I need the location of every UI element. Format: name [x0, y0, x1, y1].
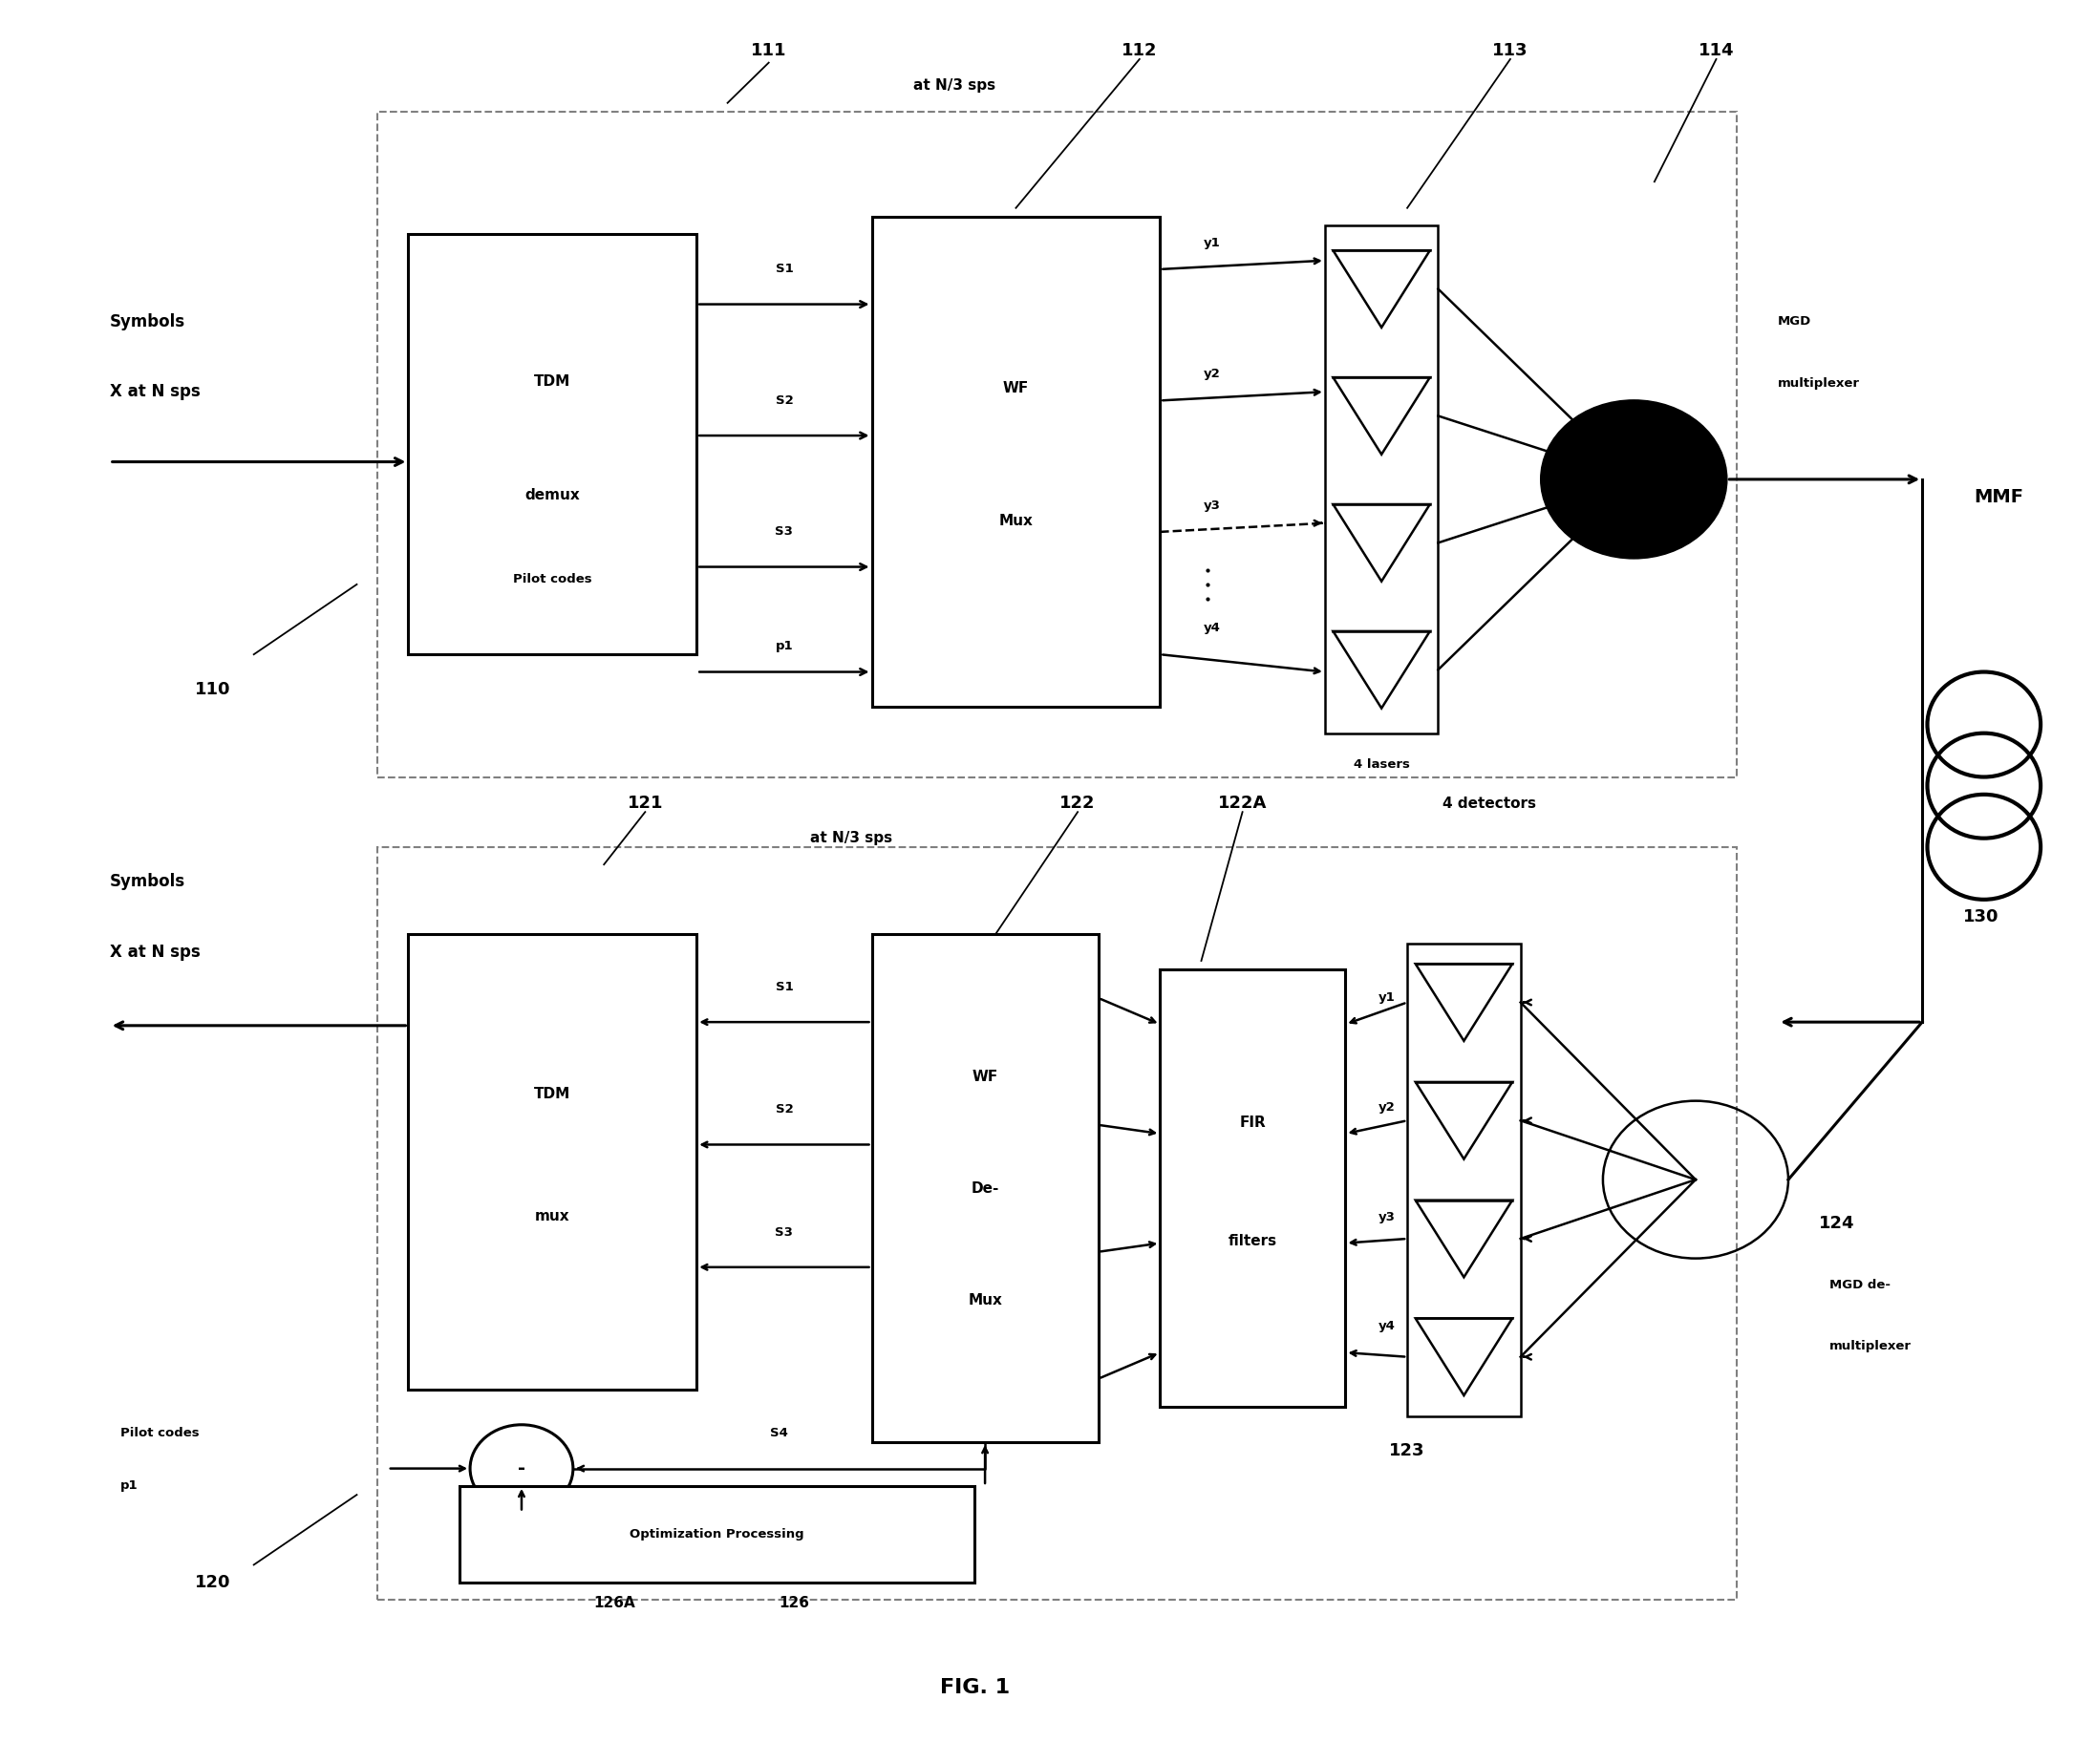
Text: MGD: MGD — [1779, 316, 1812, 328]
Text: Pilot codes: Pilot codes — [120, 1427, 199, 1439]
Circle shape — [1540, 400, 1727, 557]
FancyBboxPatch shape — [873, 217, 1161, 707]
FancyBboxPatch shape — [1325, 226, 1439, 734]
Text: 114: 114 — [1698, 42, 1735, 58]
FancyBboxPatch shape — [460, 1485, 974, 1582]
Text: 122A: 122A — [1219, 794, 1267, 811]
Text: 4 lasers: 4 lasers — [1354, 759, 1410, 771]
Text: y1: y1 — [1379, 991, 1395, 1004]
Text: 130: 130 — [1963, 908, 1998, 926]
Text: filters: filters — [1229, 1233, 1277, 1249]
Text: y1: y1 — [1202, 236, 1221, 249]
Text: S1: S1 — [775, 981, 794, 993]
Text: y2: y2 — [1379, 1101, 1395, 1113]
Text: Mux: Mux — [968, 1293, 1001, 1307]
Text: p1: p1 — [120, 1480, 137, 1492]
Text: X at N sps: X at N sps — [110, 944, 201, 961]
FancyBboxPatch shape — [1408, 944, 1520, 1416]
Text: 122: 122 — [1059, 794, 1097, 811]
Text: TDM: TDM — [535, 374, 570, 388]
Text: 112: 112 — [1121, 42, 1157, 58]
Text: TDM: TDM — [535, 1087, 570, 1101]
Text: WF: WF — [972, 1069, 997, 1083]
Text: 110: 110 — [195, 681, 230, 699]
Text: y4: y4 — [1379, 1319, 1395, 1332]
Text: 111: 111 — [750, 42, 786, 58]
Text: Mux: Mux — [999, 513, 1032, 527]
Text: Pilot codes: Pilot codes — [512, 573, 593, 586]
Text: S4: S4 — [769, 1427, 788, 1439]
Text: X at N sps: X at N sps — [110, 383, 201, 400]
FancyBboxPatch shape — [408, 235, 697, 654]
Text: De-: De- — [970, 1182, 999, 1196]
Text: y2: y2 — [1202, 369, 1221, 381]
Text: Symbols: Symbols — [110, 873, 184, 891]
Text: 120: 120 — [195, 1573, 230, 1591]
Text: MGD de-: MGD de- — [1830, 1279, 1891, 1291]
Text: at N/3 sps: at N/3 sps — [912, 78, 995, 92]
FancyBboxPatch shape — [408, 935, 697, 1390]
Text: Optimization Processing: Optimization Processing — [630, 1528, 804, 1540]
Text: S3: S3 — [775, 526, 794, 538]
FancyBboxPatch shape — [873, 935, 1099, 1443]
Text: at N/3 sps: at N/3 sps — [811, 831, 891, 845]
Text: FIG. 1: FIG. 1 — [939, 1678, 1010, 1697]
Text: S3: S3 — [775, 1226, 794, 1238]
Text: -: - — [518, 1459, 524, 1478]
Text: p1: p1 — [775, 639, 794, 653]
Text: y3: y3 — [1379, 1210, 1395, 1222]
Text: y3: y3 — [1202, 499, 1221, 512]
Text: MMF: MMF — [1973, 489, 2023, 506]
Text: 126A: 126A — [593, 1596, 634, 1611]
Text: mux: mux — [535, 1210, 570, 1224]
Text: S2: S2 — [775, 1104, 794, 1117]
Text: WF: WF — [1003, 381, 1028, 395]
Text: S1: S1 — [775, 263, 794, 275]
Text: FIR: FIR — [1240, 1115, 1267, 1131]
Text: multiplexer: multiplexer — [1830, 1339, 1911, 1353]
Text: 123: 123 — [1389, 1443, 1424, 1459]
Text: 126: 126 — [779, 1596, 811, 1611]
Text: multiplexer: multiplexer — [1779, 377, 1859, 390]
Text: S2: S2 — [775, 395, 794, 407]
Text: 121: 121 — [628, 794, 663, 811]
Text: 4 detectors: 4 detectors — [1443, 796, 1536, 810]
Text: 124: 124 — [1820, 1215, 1855, 1231]
Text: demux: demux — [524, 487, 580, 503]
FancyBboxPatch shape — [1161, 970, 1345, 1408]
Text: 113: 113 — [1493, 42, 1528, 58]
Text: Symbols: Symbols — [110, 314, 184, 330]
Text: y4: y4 — [1202, 623, 1221, 635]
